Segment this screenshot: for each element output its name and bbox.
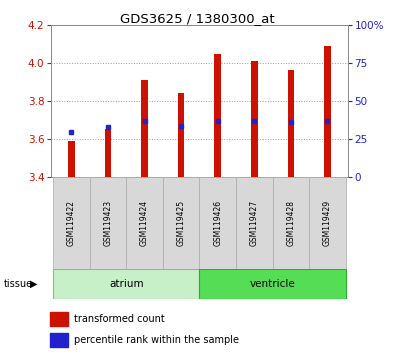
Text: percentile rank within the sample: percentile rank within the sample xyxy=(74,335,239,345)
Bar xyxy=(68,141,75,177)
Bar xyxy=(105,130,111,177)
Text: ▶: ▶ xyxy=(30,279,37,289)
Text: GSM119422: GSM119422 xyxy=(67,200,76,246)
Text: tissue: tissue xyxy=(4,279,33,289)
Bar xyxy=(53,177,90,269)
Bar xyxy=(324,46,331,177)
Bar xyxy=(199,269,346,299)
Text: ventricle: ventricle xyxy=(250,279,295,289)
Bar xyxy=(53,269,199,299)
Bar xyxy=(273,177,309,269)
Bar xyxy=(163,177,199,269)
Text: atrium: atrium xyxy=(109,279,144,289)
Bar xyxy=(49,312,68,326)
Bar xyxy=(126,177,163,269)
Text: GSM119425: GSM119425 xyxy=(177,200,186,246)
Text: GSM119428: GSM119428 xyxy=(286,200,295,246)
Text: GSM119427: GSM119427 xyxy=(250,200,259,246)
Text: GSM119424: GSM119424 xyxy=(140,200,149,246)
Bar xyxy=(214,54,221,177)
Bar xyxy=(236,177,273,269)
Text: transformed count: transformed count xyxy=(74,314,165,324)
Bar xyxy=(199,177,236,269)
Bar xyxy=(90,177,126,269)
Bar xyxy=(251,61,258,177)
Bar xyxy=(141,80,148,177)
Bar xyxy=(178,93,184,177)
Text: GSM119426: GSM119426 xyxy=(213,200,222,246)
Text: GSM119429: GSM119429 xyxy=(323,200,332,246)
Bar xyxy=(49,333,68,347)
Bar xyxy=(309,177,346,269)
Text: GDS3625 / 1380300_at: GDS3625 / 1380300_at xyxy=(120,12,275,25)
Bar xyxy=(288,70,294,177)
Text: GSM119423: GSM119423 xyxy=(103,200,113,246)
